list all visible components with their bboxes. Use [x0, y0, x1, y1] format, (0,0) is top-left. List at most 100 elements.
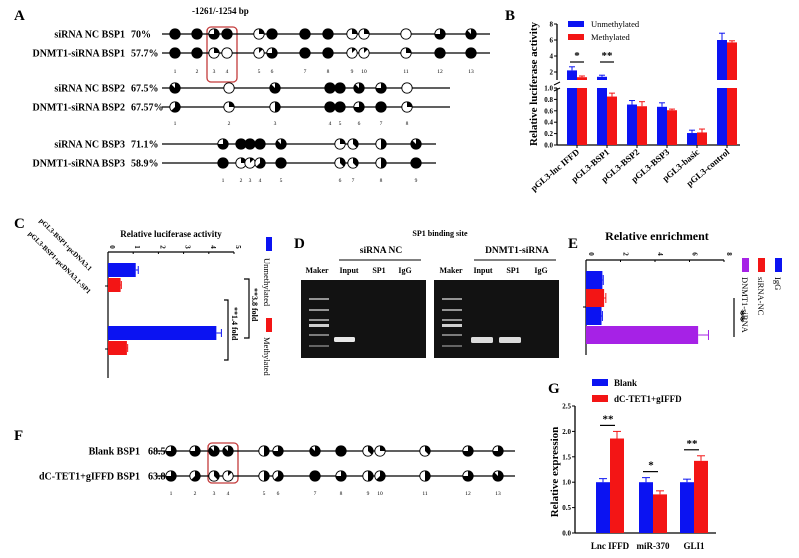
pcr-band-sp1: [499, 337, 521, 343]
axis-break-mark: [553, 87, 561, 92]
ladder-band: [442, 298, 462, 300]
site-methylated-wedge: [171, 101, 181, 113]
cpg-site-circle: [358, 28, 370, 40]
site-methylated-fill: [334, 82, 346, 94]
x-tick-label: 3: [184, 245, 192, 249]
site-methylated-fill: [191, 47, 203, 59]
site-methylated-wedge: [425, 470, 431, 482]
bar-unmethylated: [657, 106, 667, 145]
site-methylated-wedge: [340, 138, 346, 144]
site-methylated-wedge: [165, 470, 177, 482]
site-methylated-wedge: [352, 28, 358, 34]
site-number: 9: [367, 491, 370, 497]
site-number: 1: [222, 178, 225, 184]
site-methylated-wedge: [259, 28, 265, 34]
methylation-group-bsp2: siRNA NC BSP2 67.5% DNMT1-siRNA BSP2 67.57%…: [32, 82, 450, 127]
site-methylated-wedge: [191, 470, 201, 482]
site-methylated-wedge: [406, 47, 412, 53]
site-methylated-wedge: [492, 445, 504, 457]
site-methylated-wedge: [208, 445, 220, 457]
site-methylated-wedge: [340, 157, 346, 167]
site-methylated-wedge: [264, 445, 270, 457]
lane-label: SP1: [372, 266, 385, 275]
legend-swatch: [592, 395, 608, 402]
site-methylated-wedge: [272, 445, 284, 457]
y-tick-label: 0.0: [562, 530, 571, 538]
cpg-site-circle: [362, 445, 374, 457]
cpg-site-circle: [401, 101, 413, 113]
cpg-site-circle: [362, 470, 374, 482]
site-number: 5: [263, 491, 266, 497]
comparison-bracket: [224, 299, 229, 361]
y-tick-label: 2.0: [562, 428, 571, 436]
x-tick-label: 4: [209, 245, 217, 249]
site-methylated-wedge: [266, 47, 278, 59]
site-number: 2: [194, 491, 197, 497]
site-methylated-fill: [309, 470, 321, 482]
legend-label: Methylated: [262, 337, 272, 376]
fold-change-annotation: **3.8 fold: [250, 288, 259, 322]
cpg-site-circle: [334, 101, 346, 113]
cpg-site-circle: [191, 28, 203, 40]
bar-methylated: [727, 88, 737, 145]
bar-igg: [586, 271, 603, 289]
site-methylated-wedge: [189, 445, 201, 457]
bar-dnmt1-sirna: [586, 326, 699, 344]
cpg-site-circle: [434, 28, 446, 40]
site-methylated-fill: [266, 28, 278, 40]
panel-label: G: [548, 381, 560, 397]
site-methylated-wedge: [214, 470, 220, 480]
methylation-row: siRNA NC BSP1 70%: [54, 28, 490, 41]
cpg-site-circle: [465, 47, 477, 59]
lane-label: Maker: [305, 266, 329, 275]
site-background: [401, 82, 413, 94]
panel-label: B: [505, 8, 515, 24]
bar-methylated: [697, 132, 707, 145]
cpg-site-circle: [169, 82, 181, 94]
site-number: 8: [406, 121, 409, 127]
site-methylated-fill: [299, 28, 311, 40]
site-background: [221, 47, 233, 59]
legend-swatch: [758, 258, 765, 272]
row-label: dC-TET1+gIFFD BSP1: [39, 472, 140, 483]
lane-label: Input: [473, 266, 492, 275]
row-label: DNMT1-siRNA BSP1: [32, 49, 125, 60]
group-label: DNMT1-siRNA: [485, 246, 549, 256]
cpg-site-circle: [269, 82, 281, 94]
legend-swatch: [266, 318, 272, 332]
cpg-site-circle: [400, 47, 412, 59]
site-methylated-wedge: [309, 445, 321, 457]
site-methylated-wedge: [364, 28, 370, 34]
site-methylated-wedge: [375, 82, 387, 94]
cpg-site-circle: [353, 82, 365, 94]
axis-break-mark: [553, 81, 561, 86]
legend-label: dC-TET1+gIFFD: [614, 394, 682, 404]
cpg-site-circle: [244, 138, 256, 150]
legend-swatch: [775, 258, 782, 272]
y-tick-label: 0.8: [544, 96, 553, 104]
y-tick-label: 8: [550, 21, 554, 29]
cpg-site-circle: [358, 47, 370, 59]
significance-marker: *: [574, 50, 580, 62]
site-number: 4: [259, 178, 262, 184]
methylation-group-bsp3: siRNA NC BSP3 71.1% DNMT1-siRNA BSP3 58.9% 1…: [32, 138, 436, 184]
site-number: 6: [277, 491, 280, 497]
site-methylated-wedge: [465, 28, 477, 40]
methylation-percent: 71.1%: [131, 140, 159, 151]
y-tick-label: 0.2: [544, 130, 553, 138]
cpg-site-circle: [346, 28, 358, 40]
x-axis-title: Relative luciferase activity: [120, 229, 222, 239]
methylation-percent: 63.8%: [148, 472, 176, 483]
site-number: 5: [280, 178, 283, 184]
cpg-site-circle: [324, 82, 336, 94]
cpg-site-circle: [235, 138, 247, 150]
site-methylated-wedge: [376, 470, 386, 482]
legend-label: siRNA-NC: [756, 277, 766, 316]
site-methylated-wedge: [269, 82, 281, 94]
lane-label: IgG: [534, 266, 547, 275]
lane-label: Maker: [439, 266, 463, 275]
cpg-site-circle: [324, 101, 336, 113]
pcr-band-input: [334, 337, 355, 342]
site-number: 7: [304, 69, 307, 75]
cpg-site-circle: [169, 101, 181, 113]
